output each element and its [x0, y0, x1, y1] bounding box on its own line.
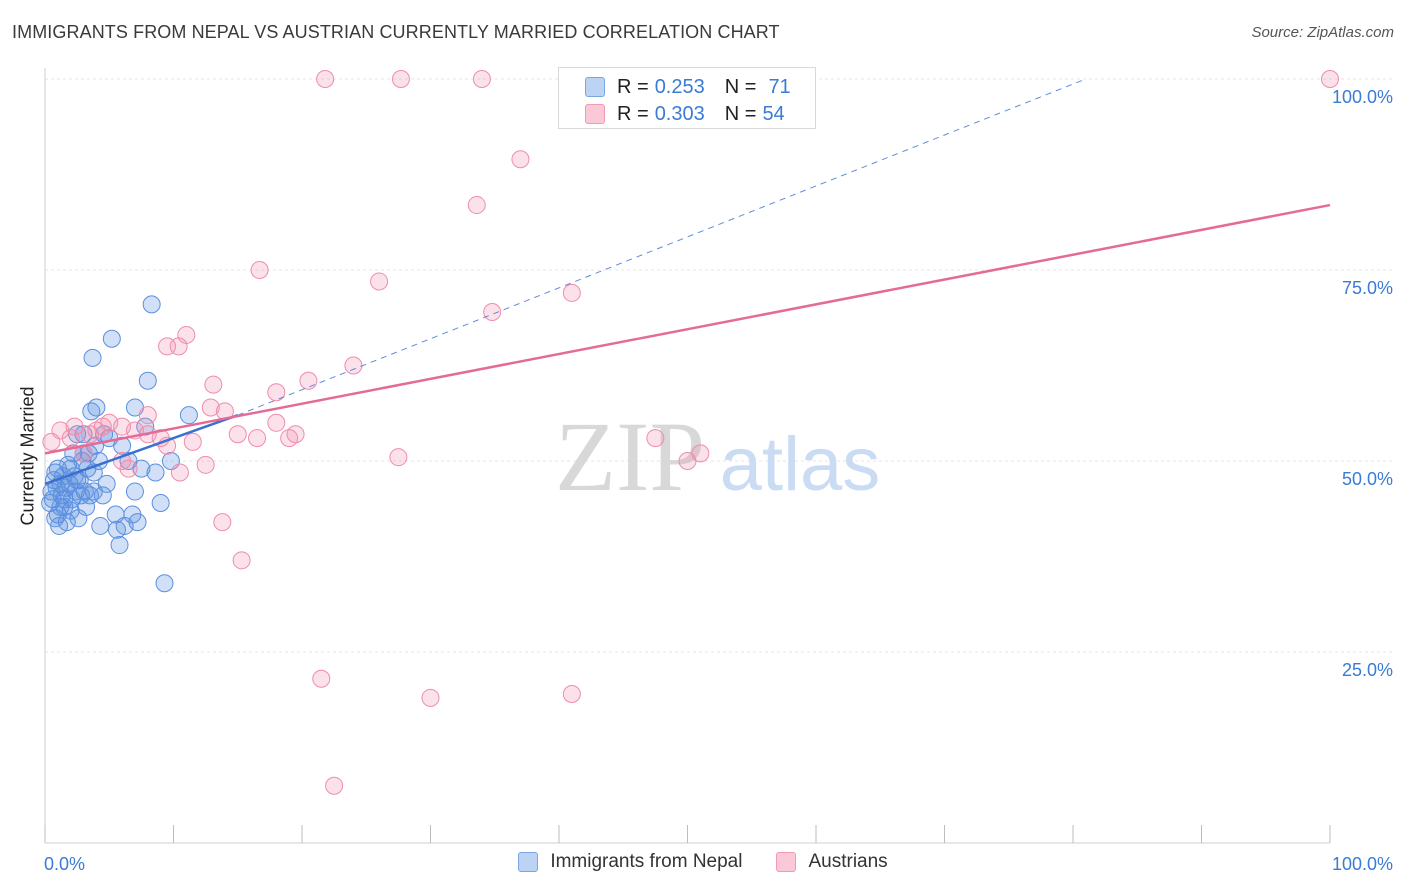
point-nepal: [51, 497, 70, 516]
stats-legend: R = 0.253 N = 71 R = 0.303 N = 54: [558, 67, 816, 129]
axes: [44, 68, 1331, 844]
point-austrians: [1321, 70, 1339, 88]
x-tick-label: 100.0%: [1332, 854, 1393, 874]
point-nepal: [83, 348, 102, 367]
trend-lines: [44, 78, 1331, 486]
y-tick-label: 25.0%: [1342, 660, 1393, 680]
point-austrians: [467, 196, 486, 215]
point-austrians: [286, 425, 305, 444]
trend-austrians: [44, 203, 1331, 455]
series-nepal-points: [41, 295, 198, 593]
legend-r-value: 0.253: [654, 75, 705, 98]
point-austrians: [42, 432, 61, 451]
point-austrians: [213, 513, 232, 532]
legend-swatch-austrians: [776, 852, 797, 872]
point-austrians: [196, 455, 215, 474]
series-legend: Immigrants from Nepal Austrians: [0, 851, 1406, 873]
point-nepal: [107, 520, 126, 539]
tick-labels: 25.0% 50.0% 75.0% 100.0% 0.0% 100.0%: [44, 87, 1393, 874]
point-nepal: [84, 482, 103, 501]
point-austrians: [678, 452, 697, 470]
y-tick-label: 50.0%: [1342, 469, 1393, 489]
legend-swatch-nepal: [585, 77, 605, 97]
legend-r-label: R =: [617, 102, 649, 125]
point-austrians: [169, 337, 188, 356]
point-austrians: [183, 432, 202, 451]
point-austrians: [299, 371, 318, 390]
legend-swatch-austrians: [585, 104, 605, 124]
legend-item-austrians[interactable]: Austrians: [776, 851, 888, 873]
point-austrians: [248, 429, 267, 448]
point-austrians: [370, 272, 389, 291]
legend-n-value: 54: [762, 102, 785, 125]
point-austrians: [344, 356, 363, 375]
chart-title: IMMIGRANTS FROM NEPAL VS AUSTRIAN CURREN…: [12, 22, 780, 42]
legend-label-nepal: Immigrants from Nepal: [550, 851, 743, 872]
point-austrians: [267, 413, 286, 432]
point-austrians: [119, 459, 138, 478]
point-austrians: [267, 383, 286, 402]
y-axis-label: Currently Married: [17, 386, 38, 526]
legend-item-nepal[interactable]: Immigrants from Nepal: [518, 851, 742, 873]
point-austrians: [87, 421, 106, 440]
point-nepal: [61, 501, 80, 520]
grid: [45, 78, 1393, 653]
legend-r-value: 0.303: [654, 102, 705, 125]
legend-n-value: 71: [768, 75, 791, 98]
point-nepal: [91, 516, 110, 535]
point-nepal: [110, 536, 129, 555]
point-nepal: [155, 574, 174, 593]
point-austrians: [562, 283, 581, 302]
point-nepal: [87, 398, 106, 417]
point-austrians: [312, 669, 331, 688]
point-nepal: [77, 497, 96, 516]
point-austrians: [250, 261, 269, 279]
point-nepal: [125, 482, 144, 501]
source-label: Source: ZipAtlas.com: [1251, 24, 1394, 41]
point-nepal: [151, 494, 170, 513]
trend-nepal-extended: [237, 78, 1087, 416]
point-austrians: [170, 463, 189, 482]
point-austrians: [391, 70, 410, 88]
watermark-atlas: atlas: [720, 422, 881, 507]
point-austrians: [389, 448, 408, 467]
legend-row-austrians: R = 0.303 N = 54: [585, 102, 785, 126]
point-austrians: [232, 551, 251, 570]
watermark: ZIP atlas: [555, 401, 880, 512]
point-austrians: [325, 776, 344, 795]
point-nepal: [179, 406, 198, 425]
legend-r-label: R =: [617, 75, 649, 98]
point-nepal: [57, 513, 76, 532]
point-austrians: [646, 429, 665, 448]
point-austrians: [228, 425, 247, 444]
legend-label-austrians: Austrians: [808, 851, 888, 872]
point-austrians: [201, 398, 220, 417]
point-austrians: [421, 688, 440, 707]
y-tick-label: 100.0%: [1332, 87, 1393, 107]
point-austrians: [316, 70, 335, 88]
point-austrians: [204, 375, 223, 394]
legend-n-label: N =: [724, 102, 757, 125]
point-nepal: [123, 505, 142, 524]
legend-row-nepal: R = 0.253 N = 71: [585, 75, 791, 99]
point-austrians: [562, 685, 581, 704]
point-nepal: [146, 463, 165, 482]
point-nepal: [93, 486, 112, 505]
y-tick-label: 75.0%: [1342, 278, 1393, 298]
point-nepal: [102, 329, 121, 348]
point-austrians: [61, 429, 80, 448]
point-austrians: [511, 150, 530, 169]
legend-swatch-nepal: [518, 852, 539, 872]
point-nepal: [46, 509, 65, 528]
legend-n-label: N =: [724, 75, 757, 98]
point-austrians: [65, 417, 84, 436]
point-austrians: [472, 70, 491, 88]
point-nepal: [132, 459, 151, 478]
point-nepal: [142, 295, 161, 314]
point-austrians: [138, 406, 157, 425]
x-tick-label: 0.0%: [44, 854, 85, 874]
point-nepal: [138, 371, 157, 390]
trend-nepal: [44, 413, 239, 486]
